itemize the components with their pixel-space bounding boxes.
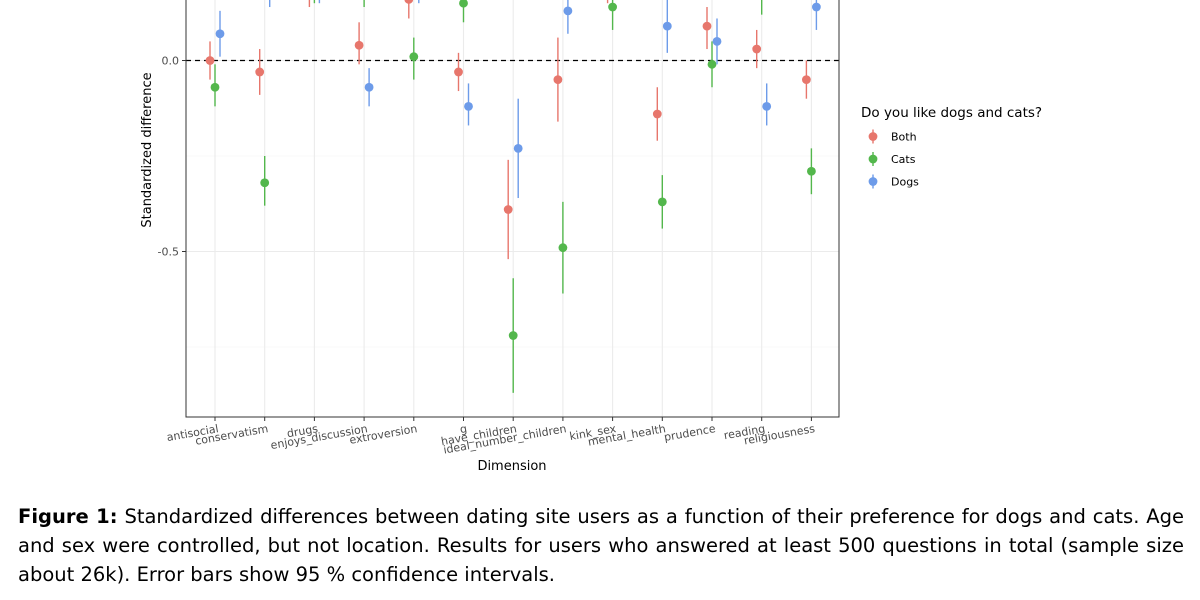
point-both <box>702 21 712 31</box>
legend-label-cats: Cats <box>891 153 916 166</box>
legend-key-both-point <box>868 132 878 141</box>
legend-title: Do you like dogs and cats? <box>861 105 1042 121</box>
point-cats <box>558 243 568 253</box>
caption-text: Standardized differences between dating … <box>18 505 1185 586</box>
caption-label: Figure 1: <box>18 505 118 528</box>
point-cats <box>608 2 617 12</box>
point-cats <box>807 166 816 176</box>
point-both <box>454 67 463 77</box>
figure-caption: Figure 1: Standardized differences betwe… <box>18 502 1184 589</box>
point-both <box>652 109 662 119</box>
point-both <box>205 56 215 65</box>
point-dogs <box>812 2 821 12</box>
point-dogs <box>513 143 523 153</box>
y-tick-label: 0.0 <box>162 55 180 68</box>
x-axis-title: Dimension <box>477 459 546 474</box>
point-both <box>802 75 811 84</box>
point-dogs <box>662 21 672 31</box>
legend-key-dogs-point <box>868 177 878 186</box>
data-marks <box>205 0 821 393</box>
x-tick-label-prudence: prudence <box>663 422 717 444</box>
point-both <box>553 75 563 84</box>
point-both <box>354 40 364 50</box>
y-axis-title: Standardized difference <box>140 72 155 227</box>
point-dogs <box>712 37 722 46</box>
point-cats <box>210 82 220 92</box>
point-cats <box>657 197 667 207</box>
legend-key-cats-point <box>868 154 878 164</box>
point-cats <box>508 331 518 340</box>
point-dogs <box>215 29 225 39</box>
point-dogs <box>464 101 473 111</box>
plot-border <box>185 0 840 418</box>
y-axis: 0.0 -0.5 <box>158 55 186 259</box>
legend: Do you like dogs and cats? Both Cats Dogs <box>861 105 1042 189</box>
point-both <box>255 67 265 77</box>
point-cats <box>260 178 270 188</box>
y-tick-label: -0.5 <box>158 246 179 259</box>
point-cats <box>707 59 717 69</box>
point-dogs <box>364 82 374 92</box>
point-cats <box>409 52 419 62</box>
point-both <box>404 0 414 4</box>
x-tick-label-drugs: drugs <box>286 422 319 440</box>
point-both <box>503 205 513 214</box>
x-tick-label-g: g <box>459 422 468 436</box>
legend-label-both: Both <box>891 131 917 144</box>
legend-label-dogs: Dogs <box>891 176 919 189</box>
point-dogs <box>563 6 573 16</box>
point-both <box>752 44 762 54</box>
point-cats <box>459 0 468 8</box>
point-dogs <box>762 101 772 111</box>
